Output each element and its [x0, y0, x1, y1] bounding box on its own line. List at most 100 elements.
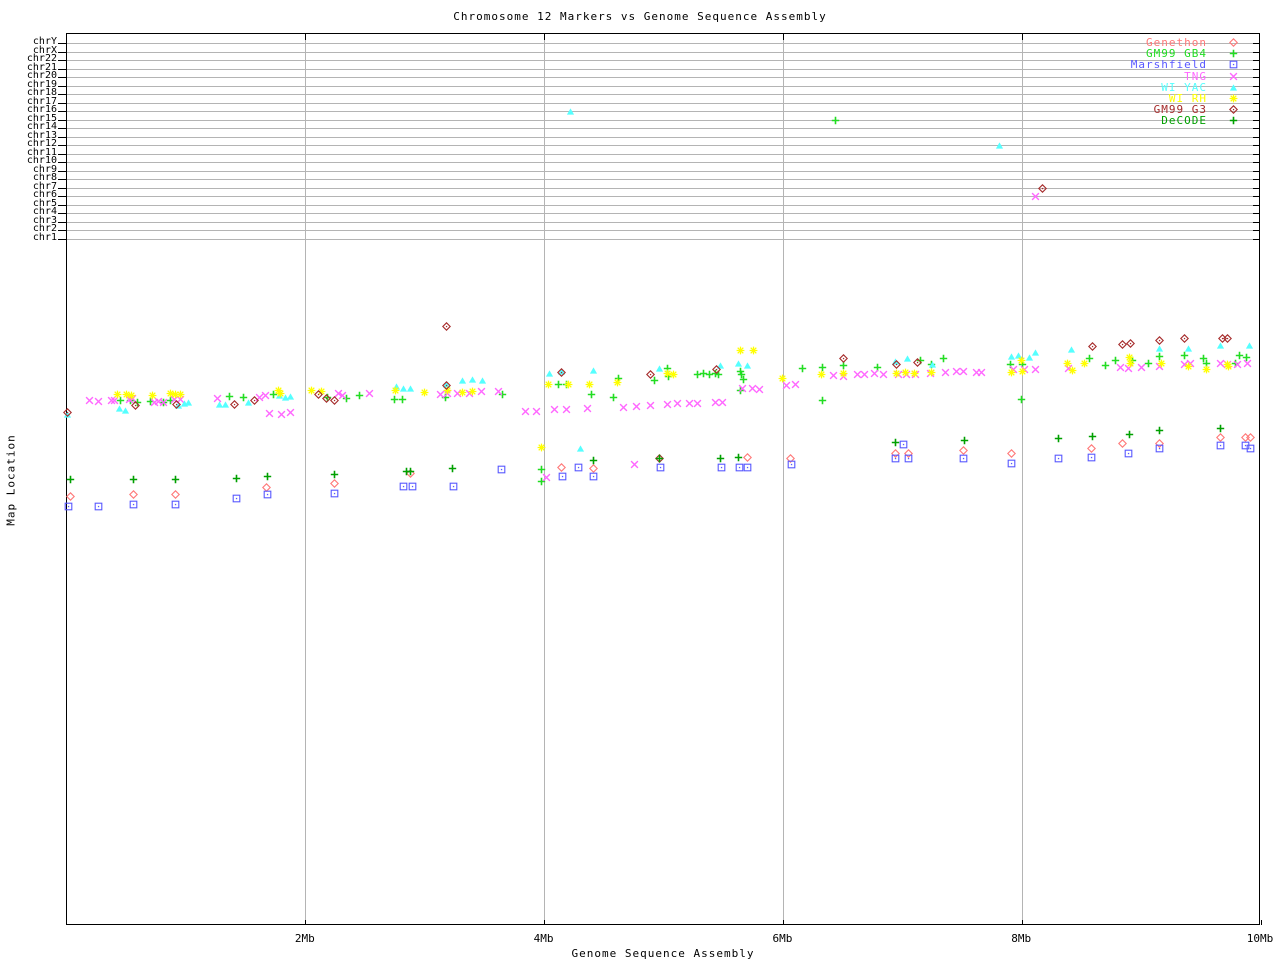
point-wi-yac [478, 376, 487, 385]
chromosome-label: chr5 [32, 197, 57, 209]
point-marshfield [891, 454, 900, 463]
point-gm99-g3 [1223, 333, 1233, 343]
point-marshfield [787, 460, 796, 469]
chromosome-tick-left [58, 221, 66, 223]
point-tng [159, 398, 168, 407]
chromosome-gridline [67, 68, 1259, 70]
point-tng [532, 407, 541, 416]
point-wi-yac [1031, 348, 1040, 357]
point-tng [436, 390, 445, 399]
legend-symbol-decode [1229, 116, 1238, 125]
point-genethon [1006, 448, 1016, 458]
point-wi-rh [1063, 359, 1072, 368]
point-wi-rh [443, 386, 452, 395]
chromosome-tick-left [58, 60, 66, 61]
point-gm99-gb4 [839, 361, 848, 370]
point-wi-yac [1025, 353, 1034, 362]
point-wi-yac [399, 384, 408, 393]
point-tng [365, 389, 374, 398]
chromosome-gridline [67, 94, 1259, 95]
point-gm99-gb4 [650, 376, 659, 385]
x-axis-tick-top [305, 34, 307, 40]
x-axis-tick-top [544, 34, 546, 40]
point-gm99-g3 [329, 395, 339, 405]
point-genethon [1215, 432, 1225, 442]
point-marshfield [1007, 459, 1016, 468]
chromosome-tick-left [58, 170, 66, 172]
legend-label-marshfield: Marshfield [1130, 58, 1207, 72]
point-gm99-gb4 [739, 375, 748, 384]
x-axis-tick-top [782, 34, 784, 40]
chromosome-tick-left [58, 145, 66, 146]
point-wi-rh [585, 380, 594, 389]
point-gm99-gb4 [323, 393, 332, 402]
point-marshfield [449, 482, 458, 491]
chromosome-label: chr6 [32, 189, 57, 200]
point-wi-yac [589, 366, 598, 375]
chromosome-label: chr2 [32, 223, 57, 234]
point-tng [870, 369, 879, 378]
point-decode [960, 436, 969, 445]
point-gm99-gb4 [1101, 361, 1110, 370]
point-tng [791, 380, 800, 389]
chromosome-gridline [67, 238, 1259, 240]
point-marshfield [1246, 444, 1255, 453]
point-gm99-g3 [321, 393, 331, 403]
chromosome-label: chrY [32, 36, 57, 47]
x-axis-tick [782, 920, 784, 925]
point-tng [338, 391, 347, 400]
point-gm99-g3 [892, 359, 902, 369]
point-gm99-gb4 [1180, 351, 1189, 360]
point-wi-rh [1068, 366, 1077, 375]
point-decode [406, 467, 415, 476]
point-wi-rh [839, 369, 848, 378]
point-tng [521, 407, 530, 416]
point-gm99-gb4 [1199, 354, 1208, 363]
point-tng [738, 384, 747, 393]
chromosome-tick-left [58, 187, 66, 189]
point-gm99-g3 [1088, 341, 1098, 351]
point-decode [891, 438, 900, 447]
point-wi-yac [115, 404, 124, 413]
point-wi-rh [1080, 359, 1089, 368]
point-decode [232, 474, 241, 483]
point-genethon [589, 463, 599, 473]
point-tng [261, 391, 270, 400]
point-decode [330, 470, 339, 479]
point-gm99-gb4 [355, 391, 364, 400]
point-wi-rh [736, 346, 745, 355]
chromosome-gridline [67, 43, 1259, 44]
x-gridline [782, 34, 784, 924]
point-marshfield [399, 482, 408, 491]
chromosome-label: chr17 [26, 95, 57, 107]
chromosome-label: chr20 [26, 70, 57, 81]
point-gm99-g3 [1180, 333, 1190, 343]
point-gm99-gb4 [714, 370, 723, 379]
plot-area [58, 33, 1262, 925]
chart-title: Chromosome 12 Markers vs Genome Sequence… [453, 10, 827, 23]
chromosome-tick-left [58, 94, 66, 95]
chromosome-label: chr13 [26, 129, 57, 141]
point-genethon [66, 491, 76, 501]
point-tng [94, 397, 103, 406]
chromosome-gridline [67, 128, 1259, 129]
point-wi-yac [1245, 341, 1254, 350]
chromosome-tick-left [58, 119, 66, 121]
point-tng [685, 399, 694, 408]
chromosome-tick-left [58, 51, 66, 53]
chromosome-tick-right [1253, 102, 1259, 104]
chromosome-tick-right [1253, 153, 1259, 155]
point-marshfield [959, 454, 968, 463]
point-gm99-g3 [442, 321, 452, 331]
point-wi-yac [215, 400, 224, 409]
point-gm99-gb4 [737, 370, 746, 379]
chromosome-tick-left [58, 162, 66, 163]
point-tng [646, 401, 655, 410]
chromosome-gridline [67, 51, 1259, 53]
point-marshfield [1087, 453, 1096, 462]
point-marshfield [558, 472, 567, 481]
point-gm99-gb4 [1085, 354, 1094, 363]
chromosome-tick-right [1253, 128, 1259, 129]
point-gm99-g3 [1038, 183, 1047, 193]
point-gm99-gb4 [1235, 351, 1244, 360]
